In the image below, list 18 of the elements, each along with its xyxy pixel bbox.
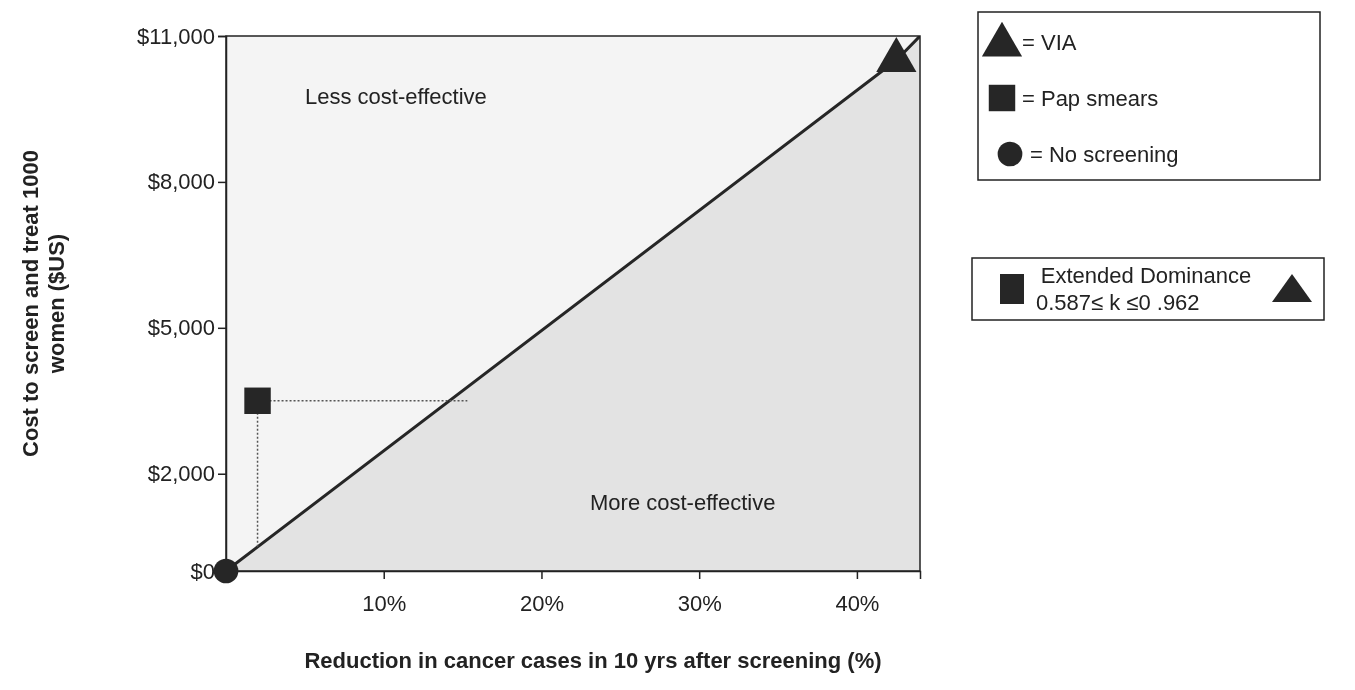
x-tick-label: 40% bbox=[835, 590, 880, 616]
y-tick-label: $0 bbox=[190, 558, 215, 584]
annotation: Less cost-effective bbox=[305, 84, 487, 109]
legend-label: = VIA bbox=[1022, 30, 1077, 55]
x-tick-label: 30% bbox=[677, 590, 722, 616]
legend-label: = Pap smears bbox=[1022, 86, 1159, 111]
text: 0.587≤ k ≤0 .962 bbox=[1036, 290, 1200, 315]
x-tick-label: 20% bbox=[519, 590, 564, 616]
x-axis-title: Reduction in cancer cases in 10 yrs after screening (%) bbox=[304, 648, 882, 673]
y-axis-title: Cost to screen and treat 1000 women ($US) bbox=[18, 150, 70, 457]
y-tick-label: $5,000 bbox=[147, 315, 215, 341]
y-tick-label: $8,000 bbox=[147, 169, 215, 195]
text: Extended Dominance bbox=[1040, 263, 1252, 288]
annotation: More cost-effective bbox=[590, 490, 776, 515]
legend-label: = No screening bbox=[1030, 142, 1179, 167]
y-tick-label: $11,000 bbox=[137, 23, 215, 49]
x-tick-label: 10% bbox=[362, 590, 407, 616]
y-tick-label: $2,000 bbox=[147, 461, 215, 487]
